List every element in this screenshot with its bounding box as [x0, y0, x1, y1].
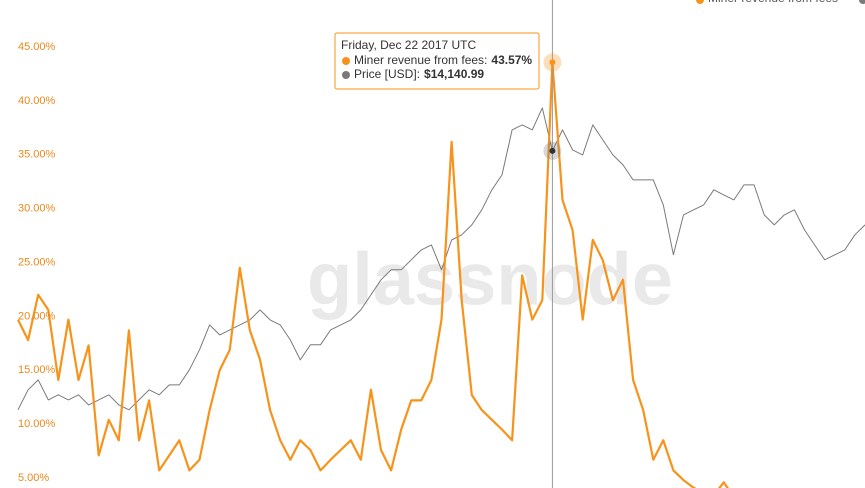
series-line [17, 61, 729, 488]
y-tick-label: 5.00% [18, 472, 49, 484]
legend-label: Miner revenue from fees [708, 0, 838, 5]
y-tick-label: 40.00% [18, 95, 56, 107]
y-tick-label: 15.00% [18, 364, 56, 376]
hover-point [549, 59, 556, 66]
y-tick-label: 35.00% [18, 149, 56, 161]
hover-point [549, 147, 556, 154]
watermark: glassnode [307, 238, 673, 321]
y-tick-label: 45.00% [18, 41, 56, 53]
legend-marker [859, 0, 865, 4]
y-tick-label: 10.00% [18, 418, 56, 430]
tooltip-value: 43.57% [491, 53, 532, 67]
tooltip-box [334, 32, 540, 90]
tooltip-marker [342, 71, 350, 79]
y-tick-label: 30.00% [18, 203, 56, 215]
tooltip-title: Friday, Dec 22 2017 UTC [341, 38, 476, 52]
tooltip-label: Miner revenue from fees: [354, 53, 487, 67]
series-line [17, 107, 865, 411]
tooltip-marker [342, 57, 350, 65]
tooltip-label: Price [USD]: [354, 67, 420, 81]
legend-marker [696, 0, 704, 4]
tooltip-value: $14,140.99 [424, 67, 484, 81]
y-tick-label: 25.00% [18, 256, 56, 268]
y-tick-label: 20.00% [18, 310, 56, 322]
